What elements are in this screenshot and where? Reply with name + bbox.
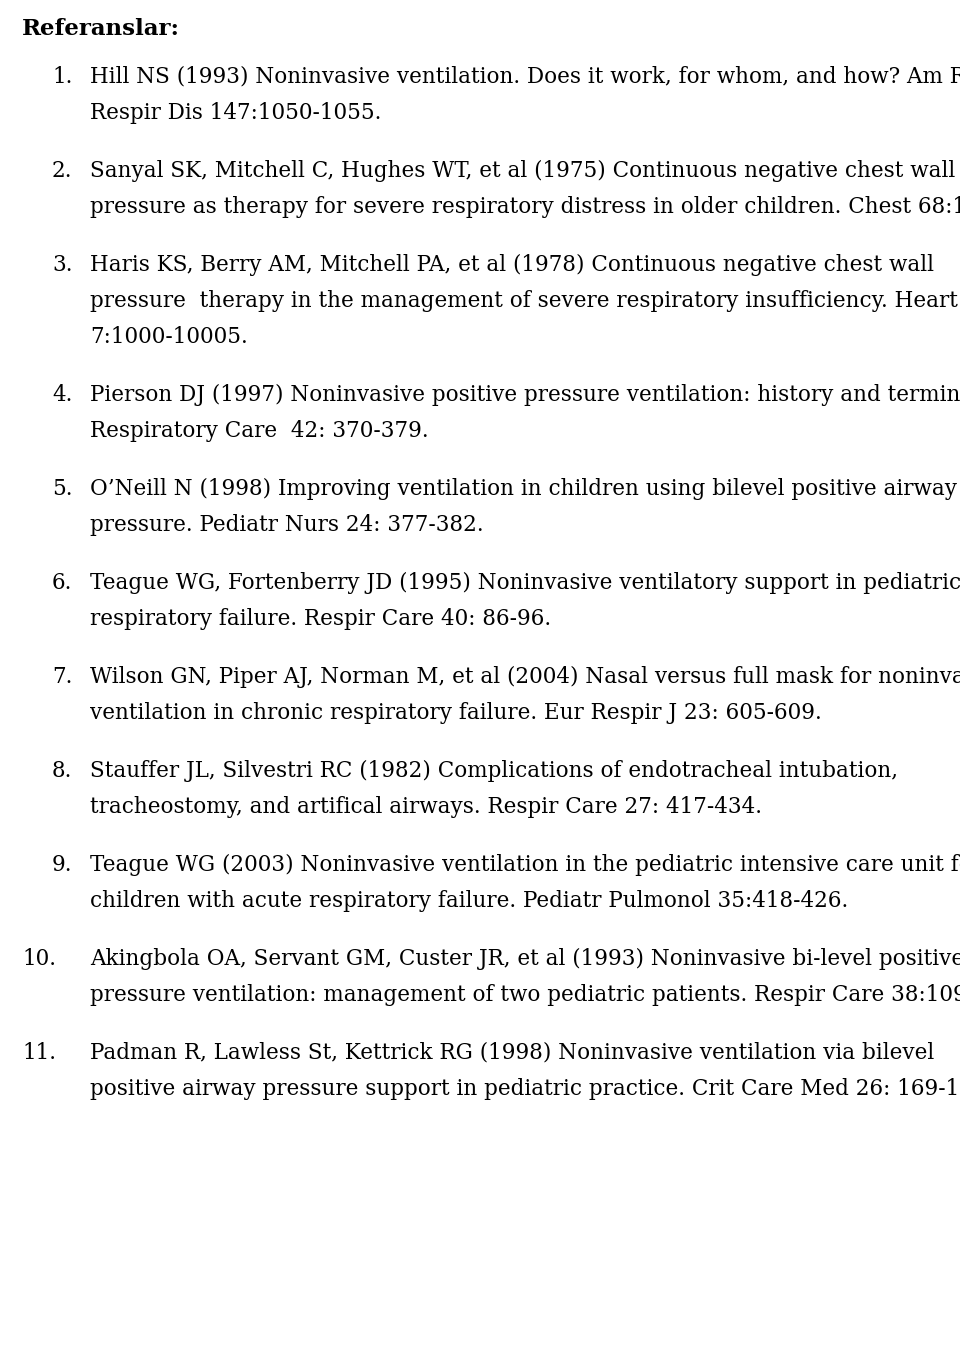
Text: children with acute respiratory failure. Pediatr Pulmonol 35:418-426.: children with acute respiratory failure.… xyxy=(90,890,849,912)
Text: 5.: 5. xyxy=(52,478,73,500)
Text: 1.: 1. xyxy=(52,66,72,87)
Text: positive airway pressure support in pediatric practice. Crit Care Med 26: 169-17: positive airway pressure support in pedi… xyxy=(90,1078,960,1100)
Text: ventilation in chronic respiratory failure. Eur Respir J 23: 605-609.: ventilation in chronic respiratory failu… xyxy=(90,702,822,723)
Text: 8.: 8. xyxy=(52,760,72,782)
Text: pressure ventilation: management of two pediatric patients. Respir Care 38:1092-: pressure ventilation: management of two … xyxy=(90,984,960,1006)
Text: Teague WG (2003) Noninvasive ventilation in the pediatric intensive care unit fo: Teague WG (2003) Noninvasive ventilation… xyxy=(90,854,960,876)
Text: tracheostomy, and artifical airways. Respir Care 27: 417-434.: tracheostomy, and artifical airways. Res… xyxy=(90,796,762,818)
Text: O’Neill N (1998) Improving ventilation in children using bilevel positive airway: O’Neill N (1998) Improving ventilation i… xyxy=(90,478,957,500)
Text: 10.: 10. xyxy=(22,949,56,971)
Text: pressure as therapy for severe respiratory distress in older children. Chest 68:: pressure as therapy for severe respirato… xyxy=(90,197,960,218)
Text: 7.: 7. xyxy=(52,666,72,688)
Text: Respiratory Care  42: 370-379.: Respiratory Care 42: 370-379. xyxy=(90,420,428,442)
Text: Pierson DJ (1997) Noninvasive positive pressure ventilation: history and termino: Pierson DJ (1997) Noninvasive positive p… xyxy=(90,384,960,407)
Text: pressure  therapy in the management of severe respiratory insufficiency. Heart L: pressure therapy in the management of se… xyxy=(90,289,960,313)
Text: 4.: 4. xyxy=(52,384,72,405)
Text: Teague WG, Fortenberry JD (1995) Noninvasive ventilatory support in pediatric: Teague WG, Fortenberry JD (1995) Noninva… xyxy=(90,572,960,594)
Text: 9.: 9. xyxy=(52,854,73,876)
Text: 3.: 3. xyxy=(52,254,73,276)
Text: Padman R, Lawless St, Kettrick RG (1998) Noninvasive ventilation via bilevel: Padman R, Lawless St, Kettrick RG (1998)… xyxy=(90,1041,934,1063)
Text: respiratory failure. Respir Care 40: 86-96.: respiratory failure. Respir Care 40: 86-… xyxy=(90,607,551,631)
Text: Hill NS (1993) Noninvasive ventilation. Does it work, for whom, and how? Am Rev: Hill NS (1993) Noninvasive ventilation. … xyxy=(90,66,960,87)
Text: 6.: 6. xyxy=(52,572,72,594)
Text: 2.: 2. xyxy=(52,160,73,182)
Text: Stauffer JL, Silvestri RC (1982) Complications of endotracheal intubation,: Stauffer JL, Silvestri RC (1982) Complic… xyxy=(90,760,898,782)
Text: Akingbola OA, Servant GM, Custer JR, et al (1993) Noninvasive bi-level positive: Akingbola OA, Servant GM, Custer JR, et … xyxy=(90,949,960,971)
Text: Referanslar:: Referanslar: xyxy=(22,18,180,40)
Text: pressure. Pediatr Nurs 24: 377-382.: pressure. Pediatr Nurs 24: 377-382. xyxy=(90,515,484,536)
Text: Respir Dis 147:1050-1055.: Respir Dis 147:1050-1055. xyxy=(90,102,381,124)
Text: Sanyal SK, Mitchell C, Hughes WT, et al (1975) Continuous negative chest wall: Sanyal SK, Mitchell C, Hughes WT, et al … xyxy=(90,160,955,182)
Text: 11.: 11. xyxy=(22,1041,56,1063)
Text: Haris KS, Berry AM, Mitchell PA, et al (1978) Continuous negative chest wall: Haris KS, Berry AM, Mitchell PA, et al (… xyxy=(90,254,934,276)
Text: 7:1000-10005.: 7:1000-10005. xyxy=(90,326,248,348)
Text: Wilson GN, Piper AJ, Norman M, et al (2004) Nasal versus full mask for noninvasi: Wilson GN, Piper AJ, Norman M, et al (20… xyxy=(90,666,960,688)
